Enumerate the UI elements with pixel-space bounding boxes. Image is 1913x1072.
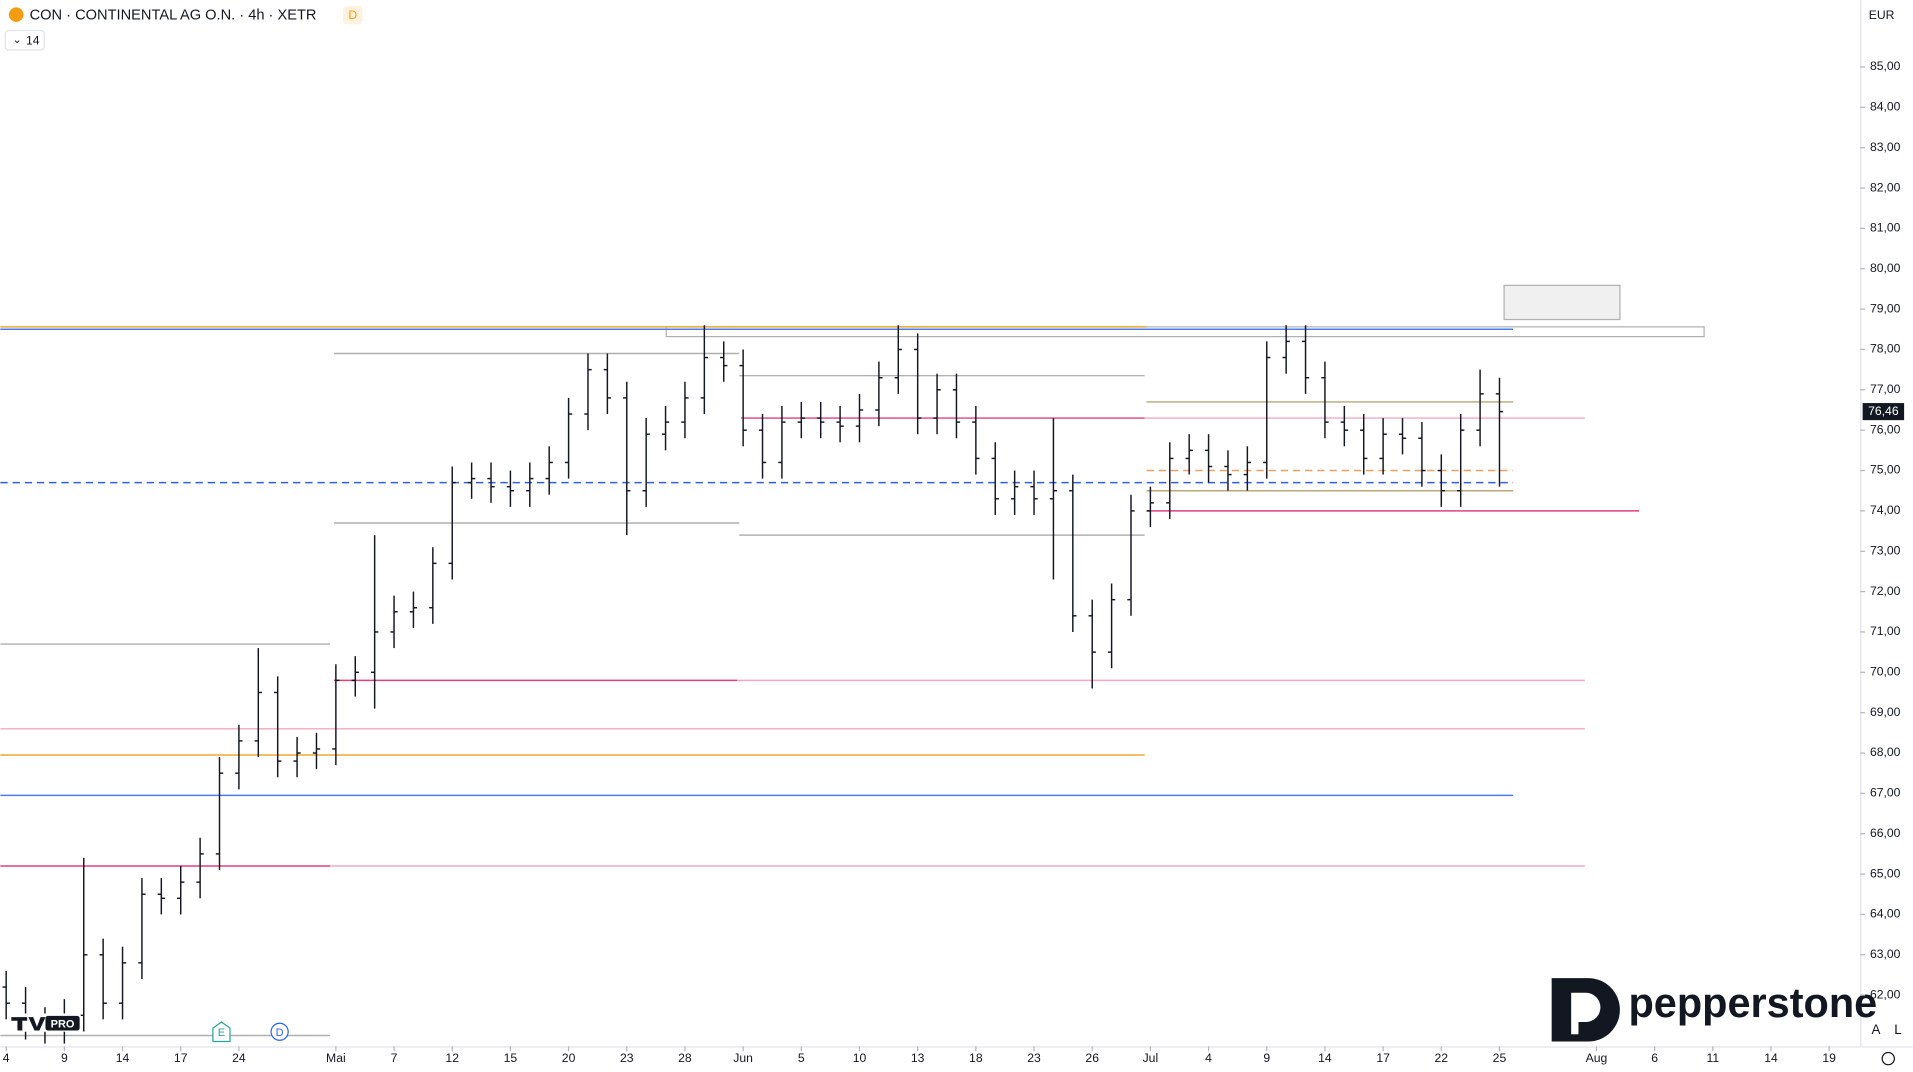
x-tick-label: 20 — [562, 1051, 576, 1065]
x-tick-label: 13 — [911, 1051, 925, 1065]
y-tick-label: 63,00 — [1870, 947, 1901, 961]
x-tick-label: 26 — [1085, 1051, 1099, 1065]
y-tick-label: 74,00 — [1870, 503, 1901, 517]
y-tick-label: 77,00 — [1870, 382, 1901, 396]
x-tick-label: 14 — [1764, 1051, 1778, 1065]
x-tick-label: 19 — [1822, 1051, 1836, 1065]
y-tick-label: 79,00 — [1870, 301, 1901, 315]
tv-logo — [11, 1017, 46, 1031]
y-tick-label: 70,00 — [1870, 665, 1901, 679]
x-tick-label: 12 — [445, 1051, 459, 1065]
x-tick-label: 23 — [1027, 1051, 1041, 1065]
badge — [343, 6, 363, 25]
brand-mark-inner — [1571, 992, 1601, 1035]
y-tick-label: 73,00 — [1870, 543, 1901, 557]
y-tick-label: 64,00 — [1870, 907, 1901, 921]
x-tick-label: 15 — [504, 1051, 518, 1065]
y-tick-label: 83,00 — [1870, 140, 1901, 154]
currency[interactable]: EUR — [1869, 8, 1895, 22]
x-tick-label: Jun — [733, 1051, 753, 1065]
y-tick-label: 85,00 — [1870, 59, 1901, 73]
platform-badge: PRO — [51, 1018, 75, 1030]
y-tick-label: 72,00 — [1870, 584, 1901, 598]
y-tick-label: 81,00 — [1870, 221, 1901, 235]
x-tick-label: 28 — [678, 1051, 692, 1065]
scale-button[interactable]: A — [1872, 1022, 1881, 1037]
x-tick-label: 24 — [232, 1051, 246, 1065]
event-label: E — [218, 1027, 225, 1039]
y-tick-label: 66,00 — [1870, 826, 1901, 840]
x-tick-label: Jul — [1143, 1051, 1159, 1065]
x-tick-label: 4 — [3, 1051, 10, 1065]
y-tick-label: 68,00 — [1870, 745, 1901, 759]
scale-button[interactable]: L — [1894, 1022, 1902, 1037]
x-tick-label: 11 — [1706, 1051, 1719, 1065]
x-tick-label: Aug — [1586, 1051, 1608, 1065]
last-price-tag — [1862, 403, 1905, 421]
y-tick-label: 71,00 — [1870, 624, 1901, 638]
x-tick-label: 25 — [1493, 1051, 1507, 1065]
y-tick-label: 67,00 — [1870, 786, 1901, 800]
x-tick-label: 18 — [969, 1051, 983, 1065]
x-tick-label: 14 — [1318, 1051, 1332, 1065]
y-tick-label: 82,00 — [1870, 180, 1901, 194]
settings-icon[interactable] — [1881, 1051, 1895, 1066]
x-tick-label: 7 — [391, 1051, 398, 1065]
x-tick-label: 22 — [1435, 1051, 1449, 1065]
indicator-length: 14 — [26, 34, 40, 48]
x-tick-label: 9 — [61, 1051, 68, 1065]
interval-badge: D — [348, 8, 357, 22]
dividend-marker — [270, 1022, 289, 1041]
brand: pepperstone — [1628, 979, 1877, 1026]
indicator-toggle[interactable] — [4, 29, 45, 51]
symbol-icon — [8, 7, 24, 22]
plot — [0, 325, 1640, 1044]
x-tick-label: Mai — [326, 1051, 346, 1065]
y-tick-label: 84,00 — [1870, 100, 1901, 114]
earnings-marker — [212, 1021, 231, 1043]
x-tick-label: 10 — [853, 1051, 867, 1065]
x-tick-label: 9 — [1263, 1051, 1270, 1065]
range-box — [665, 326, 1705, 338]
y-tick-label: 78,00 — [1870, 342, 1901, 356]
x-tick-label: 6 — [1651, 1051, 1658, 1065]
y-tick-label: 80,00 — [1870, 261, 1901, 275]
x-tick-label: 5 — [798, 1051, 805, 1065]
x-tick-label: 17 — [174, 1051, 188, 1065]
y-tick-label: 69,00 — [1870, 705, 1901, 719]
x-tick-label: 17 — [1376, 1051, 1390, 1065]
y-tick-label: 75,00 — [1870, 463, 1901, 477]
x-tick-label: 23 — [620, 1051, 634, 1065]
y-tick-label: 62,00 — [1870, 987, 1901, 1001]
chevron: ⌄ — [13, 34, 22, 46]
chart-title: CON · CONTINENTAL AG O.N. · 4h · XETR — [30, 8, 317, 24]
event-label: D — [276, 1027, 284, 1039]
y-tick-label: 76,00 — [1870, 422, 1901, 436]
placeholder-box — [1503, 284, 1621, 321]
y-tick-label: 65,00 — [1870, 866, 1901, 880]
x-tick-label: 4 — [1205, 1051, 1212, 1065]
pro-bg — [45, 1015, 80, 1031]
x-tick-label: 14 — [116, 1051, 130, 1065]
last-price-label: 76,46 — [1868, 404, 1899, 418]
